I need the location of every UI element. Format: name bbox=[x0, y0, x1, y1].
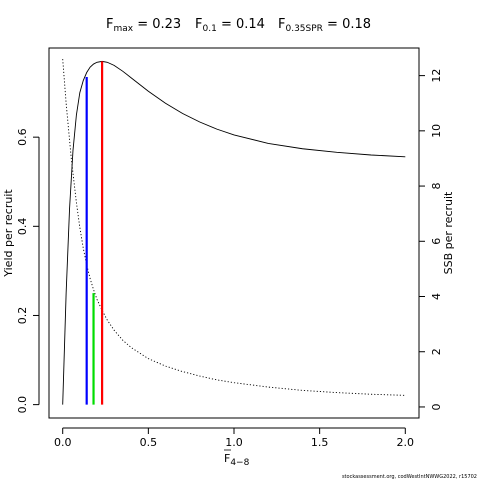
title-max: Fmax = 0.23 bbox=[106, 17, 181, 34]
y-left-tick-label: 0.6 bbox=[16, 128, 29, 146]
yield-per-recruit-line bbox=[62, 60, 406, 405]
y-left-axis-label: Yield per recruit bbox=[2, 189, 15, 278]
y-right-tick-label: 8 bbox=[430, 183, 443, 190]
plot-frame bbox=[48, 47, 420, 419]
y-right-tick-label: 0 bbox=[430, 403, 443, 410]
y-right-tick-label: 2 bbox=[430, 348, 443, 355]
y-right-tick-label: 4 bbox=[430, 293, 443, 300]
x-tick-label: 0.0 bbox=[54, 436, 72, 449]
y-left-tick-label: 0.0 bbox=[16, 396, 29, 414]
y-right-tick-label: 10 bbox=[430, 124, 443, 138]
y-right-tick-label: 6 bbox=[430, 238, 443, 245]
ssb-per-recruit-line bbox=[62, 59, 406, 396]
y-right-axis-label: SSB per recruit bbox=[442, 191, 455, 274]
x-axis-label: F4−8 bbox=[224, 452, 250, 468]
title-0-35spr: F0.35SPR = 0.18 bbox=[278, 17, 371, 34]
credit-text: stockassessment.org, codWestIntNWWG2022,… bbox=[342, 474, 477, 480]
x-tick-label: 2.0 bbox=[397, 436, 415, 449]
y-right-tick-label: 12 bbox=[430, 69, 443, 83]
y-left-tick-label: 0.4 bbox=[16, 218, 29, 236]
title-0-1: F0.1 = 0.14 bbox=[195, 17, 265, 34]
x-tick-label: 1.0 bbox=[225, 436, 243, 449]
x-tick-label: 0.5 bbox=[140, 436, 158, 449]
x-tick-label: 1.5 bbox=[311, 436, 329, 449]
y-left-tick-label: 0.2 bbox=[16, 307, 29, 325]
